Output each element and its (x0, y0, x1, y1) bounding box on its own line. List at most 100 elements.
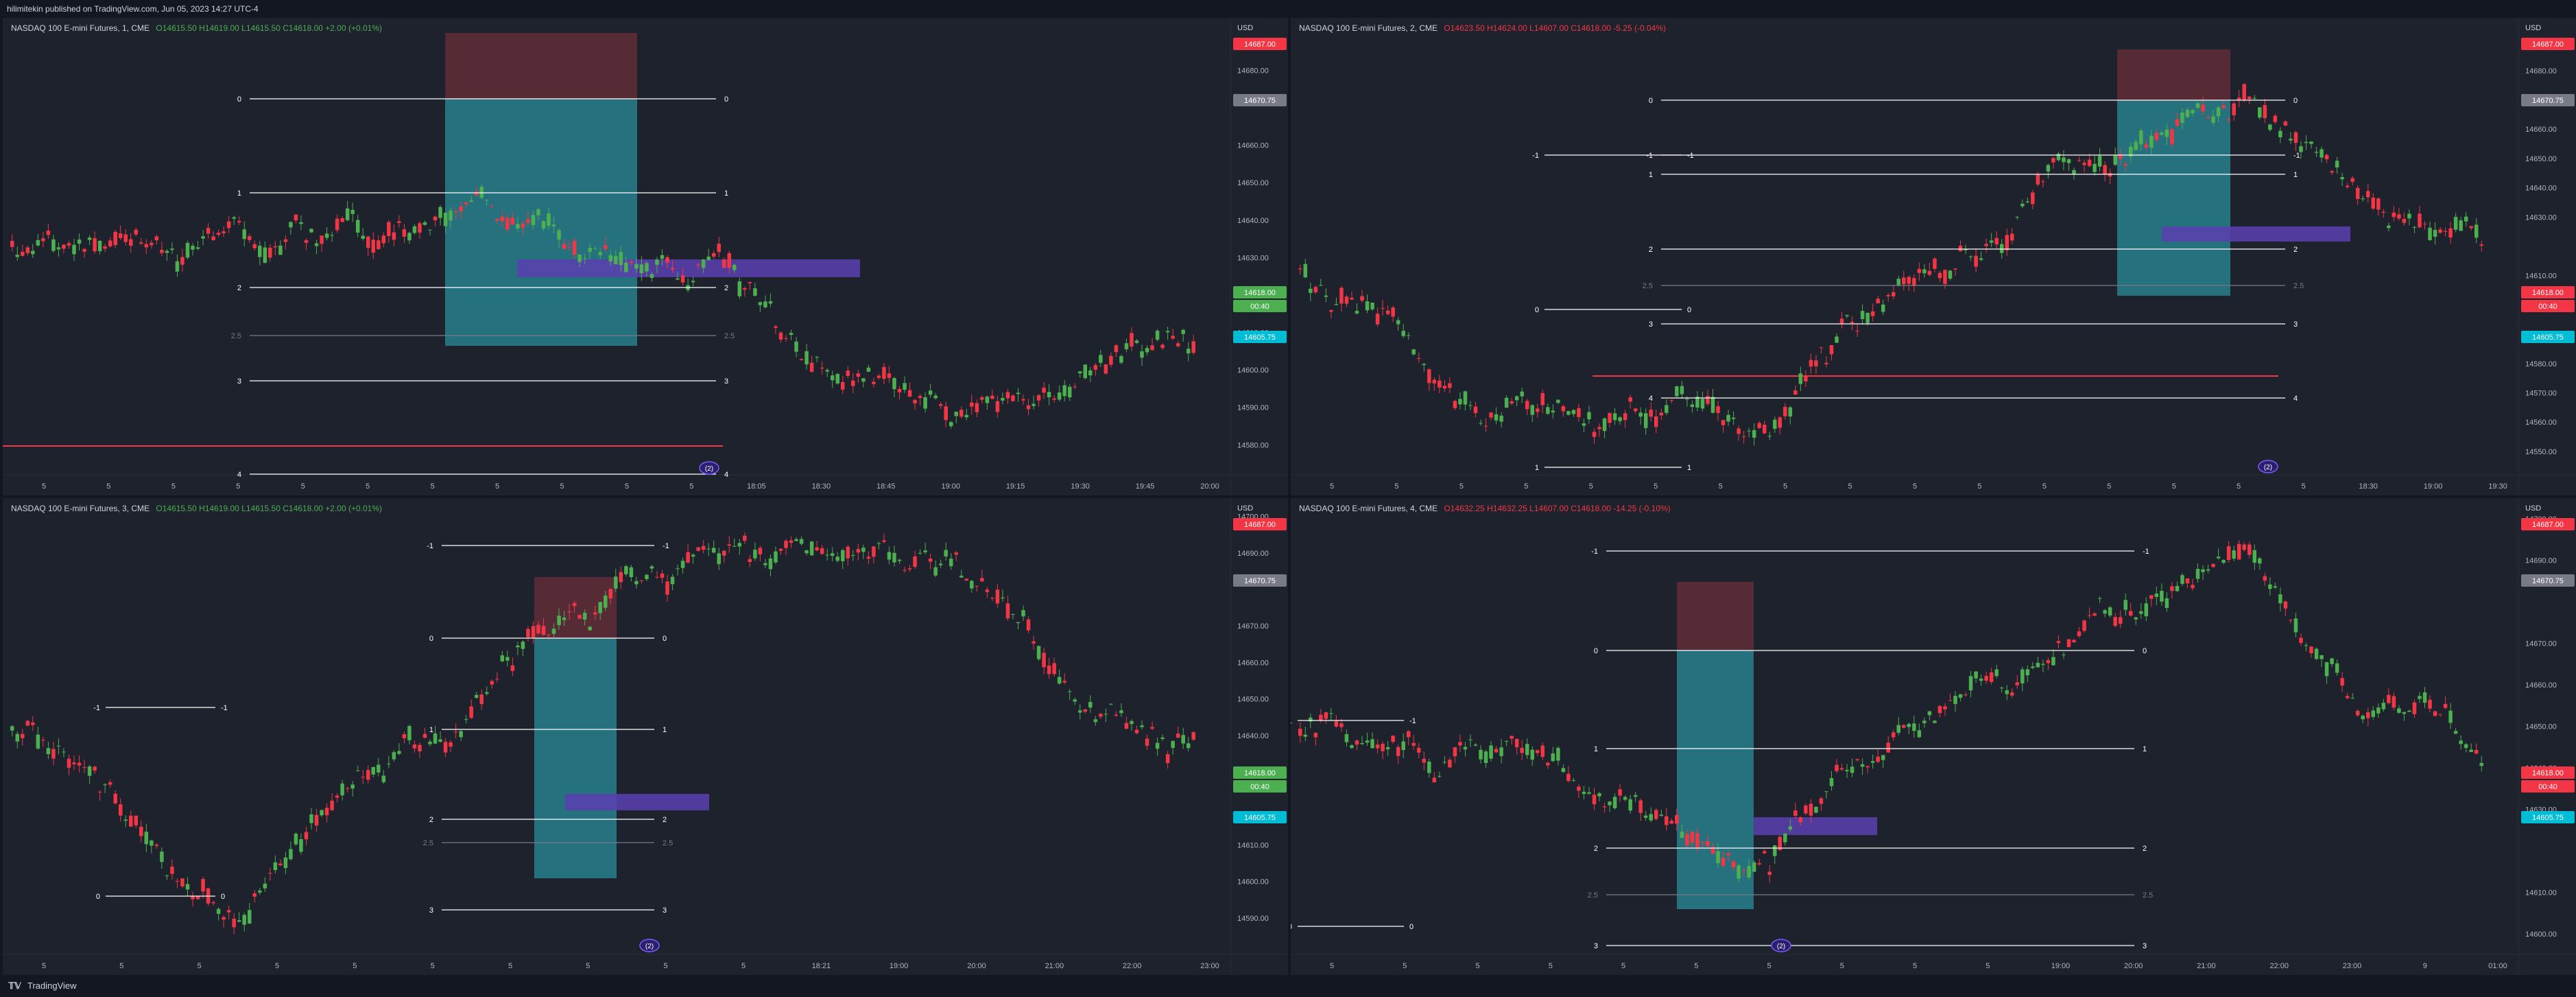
candle (1319, 714, 1323, 720)
time-tick-label: 5 (1719, 482, 1723, 491)
candle (562, 618, 567, 620)
candle (763, 563, 767, 565)
fib-level-label: 0 (429, 635, 433, 643)
candle (1685, 399, 1689, 400)
chart-canvas[interactable]: USD14700.0014690.0014670.0014660.0014650… (3, 498, 1288, 975)
price-badge (2521, 518, 2575, 530)
candle (1145, 738, 1149, 746)
candle (1835, 336, 1839, 343)
candle (2381, 211, 2386, 213)
candle (1618, 417, 1622, 421)
candle (2185, 578, 2190, 584)
price-badge-label: 00:40 (2538, 783, 2557, 791)
time-tick-label: 19:00 (2424, 482, 2443, 491)
candle (191, 246, 195, 250)
take-profit-zone[interactable] (445, 99, 637, 346)
sequence-badge[interactable] (1771, 939, 1791, 952)
candle (1917, 268, 1922, 273)
sequence-badge[interactable] (639, 939, 660, 952)
candle (2066, 159, 2071, 163)
candle (1659, 814, 1664, 816)
order-block[interactable] (2162, 226, 2350, 242)
candle (2299, 146, 2303, 152)
candle (1628, 397, 1632, 402)
price-badge-label: 14618.00 (1244, 289, 1276, 297)
time-tick-label: 20:00 (967, 962, 986, 970)
candle (2005, 235, 2009, 250)
candle (1504, 740, 1509, 742)
candle (1448, 760, 1452, 768)
candle (1427, 369, 1431, 384)
candle (1917, 730, 1922, 738)
stop-loss-zone[interactable] (534, 577, 617, 638)
candle (753, 550, 757, 559)
stop-loss-zone[interactable] (2117, 49, 2230, 100)
sequence-badge[interactable] (699, 461, 719, 475)
candle (2180, 113, 2184, 124)
time-tick-label: 21:00 (1045, 962, 1064, 970)
candle (1700, 842, 1705, 843)
chart-panel-2[interactable]: USD14690.0014680.0014660.0014650.0014640… (1291, 18, 2576, 495)
time-tick-label: 19:30 (1071, 482, 1090, 491)
candle (913, 399, 917, 403)
candle (1839, 318, 1844, 324)
price-tick-label: 14690.00 (1237, 550, 1269, 558)
candle (2407, 213, 2411, 219)
candle (1747, 430, 1751, 432)
candle (412, 226, 417, 233)
candle (1907, 277, 1911, 284)
stop-loss-zone[interactable] (445, 33, 637, 99)
candle (2226, 546, 2231, 561)
candle (1690, 832, 1695, 843)
chart-panel-3[interactable]: USD 14700.00 14690.00 14670.00 14660.00 14650… (3, 498, 1288, 975)
candle (1099, 714, 1103, 717)
chart-panel-4[interactable]: USD14700.0014690.0014670.0014660.0014650… (1291, 498, 2576, 975)
chart-canvas[interactable]: USD14700.0014690.0014670.0014660.0014650… (1291, 498, 2576, 975)
stop-loss-zone[interactable] (1677, 582, 1754, 650)
candle (2134, 141, 2138, 150)
candle (748, 282, 752, 283)
time-tick-label: 5 (625, 482, 629, 491)
candle (2092, 613, 2097, 616)
chart-canvas[interactable]: USD14690.0014680.0014660.0014650.0014640… (1291, 18, 2576, 495)
candle (1870, 761, 1875, 763)
candle (1186, 349, 1191, 354)
candle (1155, 742, 1160, 749)
candle (144, 244, 149, 248)
price-tick-label: 14600.00 (1237, 878, 1269, 887)
candle (1062, 681, 1066, 683)
price-badge-label: 14618.00 (2532, 769, 2564, 777)
time-tick-label: 19:15 (1006, 482, 1025, 491)
candle (180, 878, 184, 887)
time-tick-label: 18:05 (747, 482, 766, 491)
time-tick-label: 5 (1985, 962, 1990, 970)
candle (377, 764, 381, 773)
price-tick-label: 14580.00 (1237, 441, 1269, 449)
candle (1907, 723, 1911, 727)
candle (1654, 810, 1658, 819)
sequence-badge[interactable] (2258, 460, 2278, 473)
candle (598, 252, 602, 255)
chart-canvas[interactable]: USD 14680.00 14660.00 14650.00 14640.00 14630… (3, 18, 1288, 495)
candle (2154, 132, 2159, 140)
candle (268, 247, 272, 258)
candle (964, 414, 969, 418)
take-profit-zone[interactable] (1677, 650, 1754, 909)
candle (1417, 748, 1421, 753)
candle (1933, 720, 1937, 723)
order-block[interactable] (565, 794, 709, 810)
candle (887, 552, 892, 560)
candle (691, 281, 695, 283)
candle (551, 224, 556, 226)
order-block[interactable] (517, 259, 860, 277)
fib-level-label: 4 (2293, 395, 2298, 403)
candle (1145, 348, 1149, 353)
chart-panel-1[interactable]: USD 14680.00 14660.00 14650.00 14640.00 14630… (3, 18, 1288, 495)
candle (464, 202, 468, 204)
footer-brand: TradingView (27, 981, 77, 991)
candle (861, 548, 866, 552)
order-block[interactable] (1754, 817, 1877, 835)
candle (1005, 392, 1010, 399)
fib-level-label: -1 (2293, 152, 2300, 160)
take-profit-zone[interactable] (534, 638, 617, 878)
